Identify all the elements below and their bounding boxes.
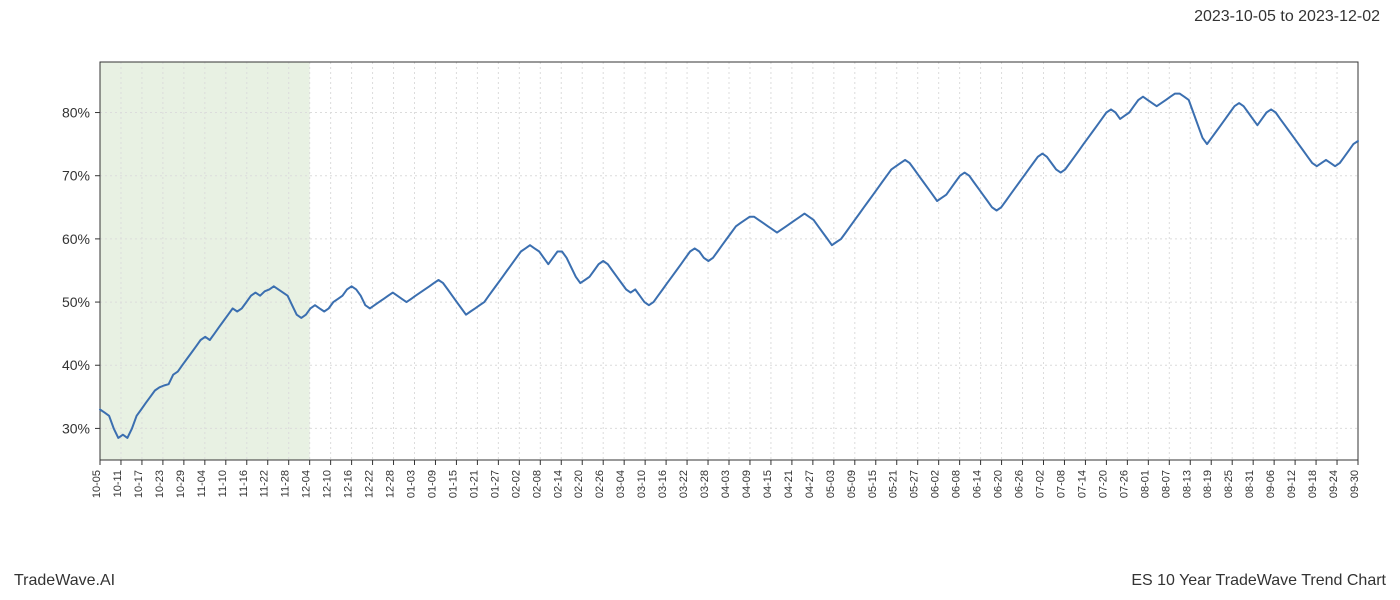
svg-text:60%: 60% (62, 231, 90, 247)
svg-text:03-10: 03-10 (636, 470, 648, 498)
svg-text:02-26: 02-26 (594, 470, 606, 498)
trend-chart: 30% 40% 50% 60% 70% 80% 10-05 10-11 10-17 10-23 10… (0, 50, 1400, 530)
svg-text:02-14: 02-14 (552, 470, 564, 498)
chart-title: ES 10 Year TradeWave Trend Chart (1131, 572, 1386, 590)
svg-text:12-04: 12-04 (301, 470, 313, 498)
svg-text:09-12: 09-12 (1286, 470, 1298, 498)
svg-text:11-22: 11-22 (259, 470, 271, 497)
svg-text:12-10: 12-10 (322, 470, 334, 498)
svg-text:06-14: 06-14 (972, 470, 984, 498)
svg-text:08-01: 08-01 (1139, 470, 1151, 498)
svg-text:08-19: 08-19 (1202, 470, 1214, 498)
svg-text:03-28: 03-28 (699, 470, 711, 498)
svg-text:02-20: 02-20 (573, 470, 585, 498)
svg-text:01-21: 01-21 (468, 470, 480, 498)
svg-text:03-22: 03-22 (678, 470, 690, 498)
svg-text:04-21: 04-21 (783, 470, 795, 498)
svg-text:08-31: 08-31 (1244, 470, 1256, 498)
svg-text:80%: 80% (62, 105, 90, 121)
svg-text:10-29: 10-29 (175, 470, 187, 498)
svg-text:01-15: 01-15 (447, 470, 459, 498)
svg-text:06-02: 06-02 (930, 470, 942, 498)
svg-text:08-25: 08-25 (1223, 470, 1235, 498)
date-range-label: 2023-10-05 to 2023-12-02 (1194, 8, 1380, 26)
svg-text:04-09: 04-09 (741, 470, 753, 498)
svg-text:02-02: 02-02 (510, 470, 522, 498)
svg-text:10-17: 10-17 (133, 470, 145, 498)
svg-text:07-26: 07-26 (1118, 470, 1130, 498)
svg-text:01-09: 01-09 (426, 470, 438, 498)
svg-text:70%: 70% (62, 168, 90, 184)
svg-text:10-23: 10-23 (154, 470, 166, 498)
svg-text:08-07: 08-07 (1160, 470, 1172, 498)
svg-text:09-24: 09-24 (1328, 470, 1340, 498)
svg-text:02-08: 02-08 (531, 470, 543, 498)
svg-text:09-18: 09-18 (1307, 470, 1319, 498)
svg-text:11-28: 11-28 (280, 470, 292, 497)
svg-text:11-16: 11-16 (238, 470, 250, 497)
svg-text:07-08: 07-08 (1055, 470, 1067, 498)
svg-text:04-27: 04-27 (804, 470, 816, 498)
svg-text:09-06: 09-06 (1265, 470, 1277, 498)
svg-text:05-27: 05-27 (909, 470, 921, 498)
svg-text:10-05: 10-05 (91, 470, 103, 498)
svg-text:05-15: 05-15 (867, 470, 879, 498)
svg-text:06-08: 06-08 (951, 470, 963, 498)
svg-text:06-20: 06-20 (993, 470, 1005, 498)
svg-text:11-04: 11-04 (196, 470, 208, 497)
svg-text:12-28: 12-28 (385, 470, 397, 498)
svg-text:08-13: 08-13 (1181, 470, 1193, 498)
svg-text:10-11: 10-11 (112, 470, 124, 497)
svg-text:06-26: 06-26 (1014, 470, 1026, 498)
svg-text:04-03: 04-03 (720, 470, 732, 498)
svg-text:07-14: 07-14 (1076, 470, 1088, 498)
svg-text:50%: 50% (62, 294, 90, 310)
svg-text:03-04: 03-04 (615, 470, 627, 498)
svg-text:11-10: 11-10 (217, 470, 229, 497)
svg-text:01-27: 01-27 (489, 470, 501, 498)
svg-text:09-30: 09-30 (1349, 470, 1361, 498)
svg-text:30%: 30% (62, 420, 90, 436)
svg-text:05-09: 05-09 (846, 470, 858, 498)
svg-text:07-20: 07-20 (1097, 470, 1109, 498)
svg-text:12-16: 12-16 (343, 470, 355, 498)
svg-text:04-15: 04-15 (762, 470, 774, 498)
svg-text:01-03: 01-03 (406, 470, 418, 498)
svg-text:12-22: 12-22 (364, 470, 376, 498)
brand-label: TradeWave.AI (14, 572, 115, 590)
svg-text:05-21: 05-21 (888, 470, 900, 498)
svg-text:07-02: 07-02 (1035, 470, 1047, 498)
svg-text:03-16: 03-16 (657, 470, 669, 498)
svg-text:40%: 40% (62, 357, 90, 373)
svg-text:05-03: 05-03 (825, 470, 837, 498)
